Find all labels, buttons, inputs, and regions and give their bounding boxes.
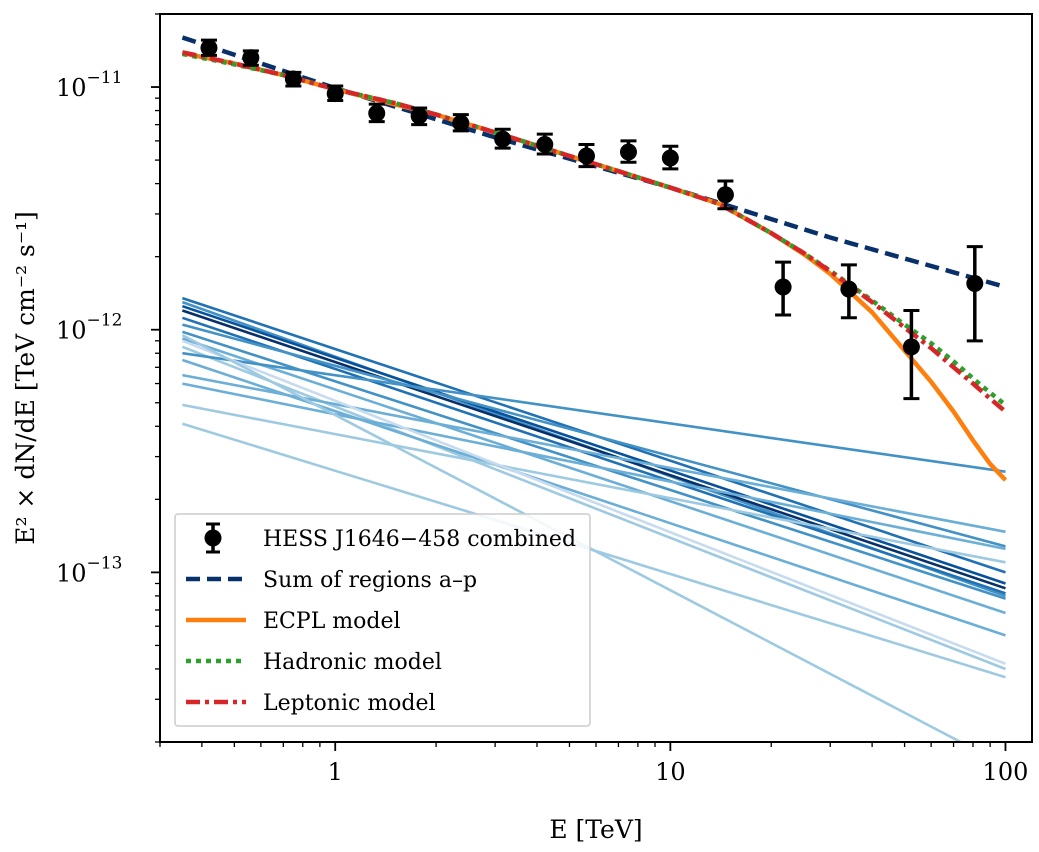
data-marker xyxy=(966,275,984,293)
region-line xyxy=(182,373,1006,534)
x-tick-label: 1 xyxy=(328,758,343,786)
x-tick-label: 100 xyxy=(983,758,1029,786)
data-points xyxy=(200,38,984,401)
leptonic-model-curve xyxy=(181,50,1007,414)
data-marker xyxy=(619,143,637,161)
data-point xyxy=(966,245,984,343)
legend-item-leptonic: Leptonic model xyxy=(186,691,436,716)
hadronic-model-curve xyxy=(181,51,1007,407)
y-axis-label: E² × dN/dE [TeV cm⁻² s⁻¹] xyxy=(11,211,40,545)
data-marker xyxy=(242,49,260,67)
data-point xyxy=(774,260,792,317)
legend-item-sum-of-regions: Sum of regions a–p xyxy=(186,568,477,593)
data-marker xyxy=(410,107,428,125)
region-line xyxy=(182,403,1006,564)
data-point xyxy=(242,49,260,67)
region-line xyxy=(181,337,1006,615)
data-marker xyxy=(284,70,302,88)
y-tick-label: 10−12 xyxy=(56,311,122,345)
data-point xyxy=(619,139,637,164)
data-point xyxy=(494,127,512,150)
data-point xyxy=(284,70,302,88)
y-tick-label: 10−11 xyxy=(56,68,122,102)
legend-box xyxy=(174,513,591,727)
data-marker xyxy=(774,278,792,296)
legend-label: HESS J1646−458 combined xyxy=(263,527,576,552)
data-marker xyxy=(577,147,595,165)
data-marker xyxy=(902,338,920,356)
data-point xyxy=(200,38,218,57)
ecpl-model-curve xyxy=(181,50,1008,482)
data-point xyxy=(577,142,595,169)
legend: HESS J1646−458 combined Sum of regions a–… xyxy=(174,513,591,727)
region-line xyxy=(181,339,1006,666)
region-line xyxy=(181,316,1006,595)
model-curves xyxy=(181,35,1008,482)
data-point xyxy=(902,309,920,401)
x-axis-label: E [TeV] xyxy=(549,815,642,844)
region-line xyxy=(181,309,1006,590)
data-point xyxy=(661,144,679,171)
data-marker xyxy=(716,186,734,204)
region-line xyxy=(182,323,1006,548)
region-lines xyxy=(181,296,1006,742)
data-marker xyxy=(536,135,554,153)
y-tick-label: 10−13 xyxy=(56,553,122,587)
tick-labels: 1 10 100 10−13 10−12 10−11 xyxy=(56,68,1028,786)
data-marker xyxy=(452,114,470,132)
axis-ticks xyxy=(151,13,1007,751)
data-marker xyxy=(494,130,512,148)
data-point xyxy=(326,84,344,103)
data-marker xyxy=(326,85,344,103)
data-point xyxy=(410,106,428,127)
legend-item-ecpl: ECPL model xyxy=(186,609,401,634)
data-marker xyxy=(840,280,858,298)
legend-label: Sum of regions a–p xyxy=(263,568,477,593)
region-line xyxy=(182,351,1006,473)
legend-label: ECPL model xyxy=(263,609,401,634)
region-line xyxy=(182,382,1006,551)
region-line xyxy=(181,333,964,742)
legend-item-hadronic: Hadronic model xyxy=(186,650,442,675)
data-point xyxy=(840,263,858,320)
sum-of-regions-curve xyxy=(181,35,1007,290)
legend-label: Leptonic model xyxy=(263,691,436,716)
data-point xyxy=(536,132,554,156)
data-point xyxy=(716,179,734,211)
data-point xyxy=(452,113,470,133)
x-tick-label: 10 xyxy=(655,758,686,786)
legend-label: Hadronic model xyxy=(263,650,442,675)
data-marker xyxy=(368,104,386,122)
legend-item-hess: HESS J1646−458 combined xyxy=(204,522,576,554)
data-marker xyxy=(200,39,218,57)
data-point xyxy=(368,102,386,124)
data-marker xyxy=(661,149,679,167)
legend-swatch xyxy=(204,529,222,547)
